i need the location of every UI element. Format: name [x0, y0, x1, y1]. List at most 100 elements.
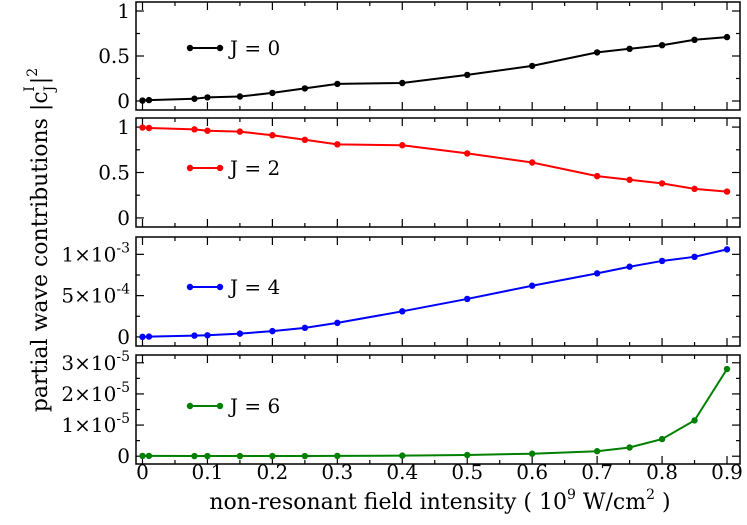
- data-point: [301, 85, 309, 92]
- x-axis-title-end: ): [655, 490, 671, 515]
- data-point: [139, 124, 146, 131]
- data-point: [399, 452, 406, 459]
- x-tick-label: 0.4: [386, 460, 418, 484]
- y-tick-label: 1×10-3: [61, 240, 130, 266]
- legend-marker: [186, 44, 194, 52]
- y-tick-label: 2×10-5: [61, 380, 130, 406]
- panel-frame: [135, 1, 741, 111]
- legend-label: J = 6: [228, 394, 280, 418]
- data-point: [399, 308, 406, 315]
- y-tick-label: 0.5: [98, 44, 130, 68]
- x-tick-label: 0.2: [256, 460, 288, 484]
- data-point: [269, 452, 276, 460]
- y-tick-label-exp: -5: [116, 411, 130, 427]
- panel-3: 05×10-41×10-3J = 4: [61, 236, 741, 349]
- x-tick-label: 0.8: [646, 460, 678, 484]
- panel-frame: [135, 354, 741, 465]
- x-axis-tick-labels: 0 0.1 0.2 0.3 0.4 0.5 0.6 0.7 0.8 0.9: [136, 460, 743, 484]
- data-point: [593, 270, 601, 277]
- data-point: [593, 448, 601, 455]
- y-tick-label: 1: [117, 115, 130, 139]
- data-point: [191, 95, 198, 102]
- legend-label: J = 4: [228, 275, 280, 299]
- data-point: [723, 188, 731, 195]
- x-tick-label: 0.3: [321, 460, 353, 484]
- data-point: [658, 180, 666, 187]
- data-point: [593, 49, 601, 56]
- data-point: [145, 452, 153, 460]
- panels: 00.51J = 000.51J = 205×10-41×10-3J = 401…: [61, 0, 741, 468]
- x-tick-label: 0.5: [451, 460, 483, 484]
- panel-frame: [135, 117, 741, 228]
- y-tick-label: 3×10-5: [61, 349, 130, 375]
- data-point: [145, 333, 153, 340]
- y-tick-label: 0: [117, 444, 130, 468]
- data-point: [236, 93, 244, 100]
- y-tick-label-base: 1×10: [61, 413, 116, 437]
- y-tick-label: 1×10-5: [61, 411, 130, 437]
- data-point: [145, 96, 153, 104]
- x-axis-title-sup: 9: [567, 487, 576, 503]
- data-point: [691, 36, 698, 43]
- x-axis-title-main: non-resonant field intensity ( 10: [209, 490, 567, 515]
- data-point: [334, 319, 341, 327]
- x-tick-label: 0.7: [581, 460, 613, 484]
- y-tick-label: 0.5: [98, 161, 130, 185]
- x-tick-label: 0.6: [516, 460, 548, 484]
- y-tick-label-base: 1×10: [61, 242, 116, 266]
- data-point: [204, 94, 211, 101]
- data-point: [723, 365, 731, 373]
- data-point: [626, 444, 633, 451]
- series-line: [142, 368, 728, 458]
- data-point: [464, 451, 471, 459]
- data-point: [691, 417, 698, 424]
- legend-label: J = 0: [228, 36, 280, 60]
- data-point: [723, 33, 731, 41]
- data-point: [626, 263, 633, 270]
- data-point: [334, 141, 341, 148]
- data-point: [464, 71, 471, 79]
- data-point: [528, 62, 536, 70]
- data-point: [301, 324, 309, 332]
- x-tick-label: 0.1: [192, 460, 224, 484]
- data-point: [301, 136, 309, 143]
- legend-label: J = 2: [228, 156, 280, 180]
- panel-frame: [135, 236, 741, 347]
- data-point: [139, 333, 146, 341]
- data-point: [723, 246, 731, 253]
- data-point: [658, 435, 666, 443]
- data-point: [139, 452, 146, 460]
- y-tick-label: 0: [117, 89, 130, 113]
- x-axis-title: non-resonant field intensity ( 109 W/cm2…: [209, 487, 670, 515]
- data-point: [191, 452, 198, 460]
- data-point: [145, 124, 153, 132]
- legend-marker: [186, 164, 194, 172]
- data-point: [528, 282, 536, 289]
- data-point: [334, 80, 341, 88]
- data-point: [236, 330, 244, 337]
- data-point: [269, 327, 276, 335]
- data-point: [658, 42, 666, 49]
- y-axis-title-sub: J: [42, 86, 58, 94]
- data-point: [626, 45, 633, 52]
- data-point: [269, 89, 276, 97]
- legend-marker: [216, 44, 224, 52]
- data-point: [399, 79, 406, 87]
- data-point: [334, 452, 341, 460]
- x-axis-title-unit-sup: 2: [646, 487, 655, 503]
- panel-1: 0 0.5 1 J = 0: [98, 0, 741, 113]
- y-tick-label: 0: [117, 325, 130, 349]
- x-tick-label: 0: [136, 460, 149, 484]
- series-line: [142, 248, 728, 338]
- data-point: [204, 332, 211, 339]
- y-axis-title: partial wave contributions |cJI |2: [22, 68, 58, 412]
- legend-marker: [186, 402, 194, 410]
- data-point: [464, 150, 471, 157]
- panel-2: 0 0.5 1 J = 2: [98, 115, 741, 230]
- data-point: [626, 176, 633, 183]
- x-tick-label: 0.9: [711, 460, 743, 484]
- data-point: [528, 450, 536, 457]
- y-tick-label-base: 0: [117, 444, 130, 468]
- y-tick-label-base: 5×10: [61, 284, 116, 308]
